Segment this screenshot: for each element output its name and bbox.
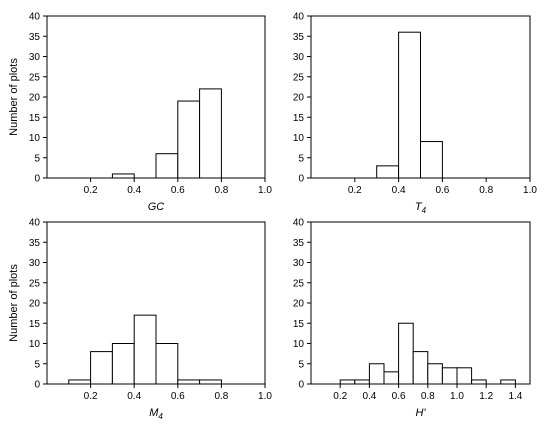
bar-h-prime-0 xyxy=(339,379,356,385)
x-tick-label-t4: 0.8 xyxy=(479,185,493,196)
y-tick-label-h-prime: 15 xyxy=(293,319,305,330)
y-tick-label-t4: 15 xyxy=(293,113,305,124)
x-tick-label-h-prime: 0.6 xyxy=(392,391,406,402)
bar-gc-2 xyxy=(177,100,201,179)
x-tick-label-m4: 1.0 xyxy=(258,391,272,402)
bar-m4-4 xyxy=(155,343,179,385)
y-tick-label-h-prime: 10 xyxy=(293,339,305,350)
y-tick-label-gc: 15 xyxy=(29,113,41,124)
x-axis-label-m4: M4 xyxy=(149,407,163,421)
y-tick-label-h-prime: 20 xyxy=(293,299,305,310)
x-tick-label-gc: 0.4 xyxy=(127,185,141,196)
x-tick-label-m4: 0.8 xyxy=(214,391,228,402)
x-tick-label-gc: 1.0 xyxy=(258,185,272,196)
bar-m4-5 xyxy=(177,379,201,385)
y-axis-label-gc: Number of plots xyxy=(8,58,20,136)
y-tick-label-h-prime: 40 xyxy=(293,218,305,229)
y-tick-label-h-prime: 25 xyxy=(293,278,305,289)
y-tick-label-m4: 30 xyxy=(29,258,41,269)
bar-h-prime-3 xyxy=(383,371,400,385)
bar-h-prime-2 xyxy=(368,363,385,385)
y-tick-label-m4: 0 xyxy=(34,380,40,391)
bar-h-prime-8 xyxy=(456,367,473,385)
bar-t4-1 xyxy=(398,31,422,179)
bar-t4-0 xyxy=(376,165,400,179)
x-tick-label-h-prime: 0.2 xyxy=(333,391,347,402)
x-tick-label-gc: 0.6 xyxy=(171,185,185,196)
bar-gc-0 xyxy=(111,173,135,179)
x-tick-label-t4: 0.2 xyxy=(348,185,362,196)
bar-m4-2 xyxy=(111,343,135,385)
y-tick-label-t4: 20 xyxy=(293,93,305,104)
bar-gc-3 xyxy=(199,88,222,179)
y-tick-label-gc: 40 xyxy=(29,12,41,23)
y-tick-label-gc: 10 xyxy=(29,133,41,144)
panel-m4: 0 5 10 15 20 25 30 35 40 0.2 0.4 0.6 0.8 1.0 M4 Number … xyxy=(8,218,272,422)
y-tick-label-m4: 20 xyxy=(29,299,41,310)
y-tick-label-m4: 35 xyxy=(29,238,41,249)
x-tick-label-h-prime: 1.0 xyxy=(450,391,464,402)
y-tick-label-h-prime: 5 xyxy=(298,359,304,370)
panel-t4: 0 5 10 15 20 25 30 35 40 0.2 0.4 0.6 0.8 1.0 T4 xyxy=(293,12,538,216)
bar-t4-2 xyxy=(420,141,443,179)
x-axis-label-t4: T4 xyxy=(415,201,427,215)
x-tick-label-m4: 0.2 xyxy=(84,391,98,402)
x-tick-label-t4: 1.0 xyxy=(523,185,537,196)
panel-h-prime: 0 5 10 15 20 25 30 35 40 0.2 0.4 0.6 0.8 1.0 1.2 1.4 H' xyxy=(293,218,531,419)
bar-h-prime-4 xyxy=(398,322,414,385)
y-tick-label-t4: 35 xyxy=(293,32,305,43)
x-tick-label-m4: 0.6 xyxy=(171,391,185,402)
y-tick-label-m4: 5 xyxy=(34,359,40,370)
y-tick-label-t4: 5 xyxy=(298,153,304,164)
y-tick-label-t4: 25 xyxy=(293,72,305,83)
x-tick-label-gc: 0.8 xyxy=(214,185,228,196)
y-tick-label-t4: 40 xyxy=(293,12,305,23)
y-tick-label-gc: 20 xyxy=(29,93,41,104)
bar-m4-1 xyxy=(90,351,113,385)
x-tick-label-gc: 0.2 xyxy=(84,185,98,196)
bar-gc-1 xyxy=(155,153,179,179)
y-tick-label-gc: 5 xyxy=(34,153,40,164)
bar-h-prime-7 xyxy=(441,367,458,385)
bar-h-prime-9 xyxy=(471,379,487,385)
bar-h-prime-6 xyxy=(427,363,443,385)
y-tick-label-m4: 10 xyxy=(29,339,41,350)
y-tick-label-gc: 0 xyxy=(34,174,40,185)
y-tick-label-h-prime: 0 xyxy=(298,380,304,391)
y-tick-label-t4: 10 xyxy=(293,133,305,144)
bar-h-prime-1 xyxy=(354,379,370,385)
bar-m4-6 xyxy=(199,379,222,385)
x-tick-label-t4: 0.6 xyxy=(435,185,449,196)
x-tick-label-h-prime: 0.4 xyxy=(362,391,376,402)
x-tick-label-h-prime: 1.2 xyxy=(479,391,493,402)
y-tick-label-h-prime: 35 xyxy=(293,238,305,249)
x-tick-label-t4: 0.4 xyxy=(392,185,406,196)
y-tick-label-t4: 0 xyxy=(298,174,304,185)
y-tick-label-m4: 25 xyxy=(29,278,41,289)
y-tick-label-m4: 40 xyxy=(29,218,41,229)
bar-m4-3 xyxy=(133,314,157,385)
y-tick-label-gc: 30 xyxy=(29,52,41,63)
x-tick-label-m4: 0.4 xyxy=(127,391,141,402)
y-axis-label-m4: Number of plots xyxy=(8,264,20,342)
y-tick-label-t4: 30 xyxy=(293,52,305,63)
y-tick-label-gc: 25 xyxy=(29,72,41,83)
y-tick-label-m4: 15 xyxy=(29,319,41,330)
x-axis-label-gc: GC xyxy=(148,201,165,213)
y-tick-label-h-prime: 30 xyxy=(293,258,305,269)
y-tick-label-gc: 35 xyxy=(29,32,41,43)
bar-h-prime-5 xyxy=(412,351,429,385)
x-axis-label-h-prime: H' xyxy=(415,407,426,419)
bar-m4-0 xyxy=(68,379,92,385)
bar-h-prime-10 xyxy=(500,379,516,385)
x-tick-label-h-prime: 0.8 xyxy=(421,391,435,402)
panel-gc: 0 5 10 15 20 25 30 35 40 0.2 0.4 0.6 0.8 1.0 GC Number … xyxy=(8,12,272,214)
x-tick-label-h-prime: 1.4 xyxy=(508,391,522,402)
